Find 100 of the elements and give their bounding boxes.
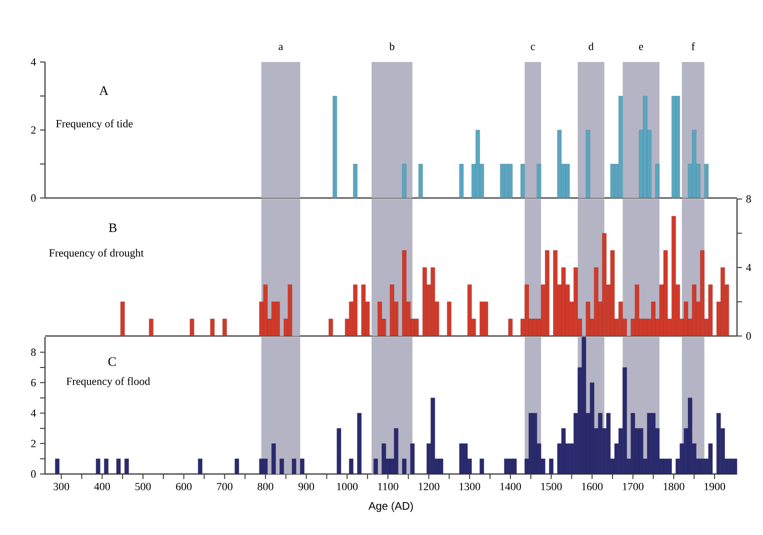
bar xyxy=(374,458,378,474)
x-tick-label: 1700 xyxy=(622,482,644,490)
bar xyxy=(55,458,60,474)
text: B xyxy=(108,224,117,232)
bar xyxy=(553,250,558,336)
bar xyxy=(271,443,276,474)
bar xyxy=(480,458,484,474)
x-tick-label: 1500 xyxy=(541,482,562,490)
bar xyxy=(104,458,108,474)
bar xyxy=(116,458,121,474)
bar xyxy=(149,318,154,336)
bar xyxy=(402,164,406,198)
x-tick-label: 1400 xyxy=(500,482,521,490)
x-tick-label: 800 xyxy=(258,482,274,490)
bar xyxy=(610,250,615,336)
x-tick-label: 1000 xyxy=(337,482,358,490)
bar xyxy=(590,382,594,474)
bar xyxy=(484,302,488,336)
x-tick-label: 900 xyxy=(298,482,314,490)
bar xyxy=(504,458,508,474)
bar xyxy=(414,318,419,336)
bar xyxy=(332,96,338,198)
x-tick-label: 500 xyxy=(135,482,151,490)
band-label: b xyxy=(389,42,394,50)
bar xyxy=(300,458,304,474)
bar xyxy=(198,458,202,474)
bar xyxy=(728,458,734,474)
bar xyxy=(349,458,354,474)
y-tick-label: 4 xyxy=(30,410,36,417)
bar xyxy=(390,284,394,336)
x-tick-label: 1800 xyxy=(664,482,684,490)
bar xyxy=(234,458,240,474)
y-tick-label: 6 xyxy=(31,378,36,386)
bar xyxy=(463,443,468,474)
bar xyxy=(647,413,652,474)
y-tick-label: 0 xyxy=(31,194,36,202)
bar xyxy=(586,302,590,336)
y-tick-label: 4 xyxy=(30,58,36,66)
bar xyxy=(259,458,264,474)
bar xyxy=(638,428,644,474)
bar xyxy=(190,318,194,336)
bar xyxy=(361,284,366,336)
bar xyxy=(336,428,342,474)
x-tick-label: 400 xyxy=(94,482,110,490)
bar xyxy=(353,164,358,198)
x-tick-label: 1300 xyxy=(460,482,480,490)
bar xyxy=(288,284,292,336)
bar xyxy=(447,302,452,336)
bar xyxy=(520,164,525,198)
bar xyxy=(532,318,538,336)
bar xyxy=(459,443,464,474)
x-tick-label: 300 xyxy=(54,482,70,490)
bar xyxy=(410,443,415,474)
y2-tick-label: 0 xyxy=(746,332,751,340)
band-label: c xyxy=(530,44,535,50)
bar xyxy=(532,413,538,474)
bar xyxy=(276,302,280,336)
bar xyxy=(508,164,513,198)
bar xyxy=(708,284,713,336)
x-tick-label: 1600 xyxy=(582,482,603,490)
x-tick-label: 1200 xyxy=(418,482,440,490)
bar xyxy=(672,216,676,336)
y2-tick-label: 4 xyxy=(746,264,752,272)
x-tick-label: 1100 xyxy=(378,482,398,490)
bar xyxy=(708,443,713,474)
x-axis-title: Age (AD) xyxy=(368,502,413,512)
y-tick-label: 0 xyxy=(31,470,36,478)
y-tick-label: 2 xyxy=(31,440,36,448)
bar xyxy=(622,367,627,474)
bar xyxy=(378,302,382,336)
bar xyxy=(328,318,333,336)
bar xyxy=(263,284,268,336)
bar xyxy=(720,267,725,336)
bar xyxy=(476,130,480,198)
bar xyxy=(271,302,276,336)
bar xyxy=(536,164,542,198)
bar xyxy=(700,458,704,474)
bar xyxy=(508,458,513,474)
text: Frequency of drought xyxy=(49,248,144,259)
bar xyxy=(467,284,472,336)
bar xyxy=(524,284,529,336)
bar xyxy=(602,233,606,336)
bar xyxy=(606,413,611,474)
bar xyxy=(561,267,566,336)
bar xyxy=(402,250,406,336)
bar xyxy=(684,302,688,336)
y-tick-label: 8 xyxy=(31,348,36,356)
bar xyxy=(582,336,586,474)
bar xyxy=(500,164,504,198)
bar xyxy=(634,284,640,336)
bar xyxy=(96,458,100,474)
band-label: a xyxy=(278,44,284,50)
bar xyxy=(704,164,709,198)
x-tick-label: 1900 xyxy=(704,482,726,490)
bar xyxy=(459,164,464,198)
bar xyxy=(512,458,517,474)
bar xyxy=(357,413,362,474)
band-label: e xyxy=(639,44,644,50)
bar xyxy=(663,250,668,336)
text: C xyxy=(108,357,116,366)
